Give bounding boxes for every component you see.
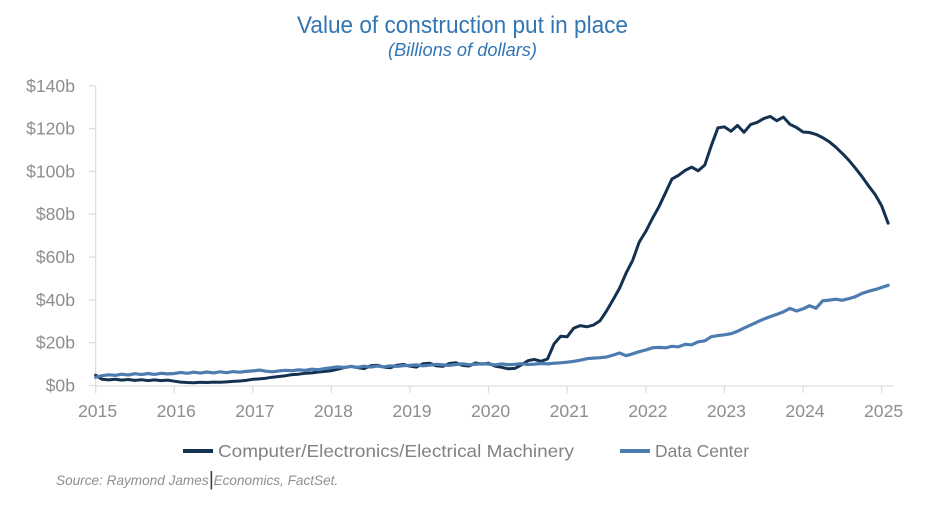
svg-text:Computer/Electronics/Electrica: Computer/Electronics/Electrical Machiner… — [218, 441, 574, 461]
svg-text:$120b: $120b — [26, 119, 75, 139]
svg-text:2024: 2024 — [785, 401, 824, 421]
svg-text:$40b: $40b — [36, 290, 75, 310]
svg-text:2018: 2018 — [314, 401, 353, 421]
svg-text:2023: 2023 — [707, 401, 746, 421]
svg-text:$60b: $60b — [36, 247, 75, 267]
svg-text:Data Center: Data Center — [655, 441, 749, 461]
svg-text:2025: 2025 — [864, 401, 903, 421]
svg-text:$0b: $0b — [46, 376, 76, 396]
svg-text:2022: 2022 — [628, 401, 667, 421]
svg-text:2019: 2019 — [392, 401, 431, 421]
svg-text:$140b: $140b — [26, 76, 75, 96]
svg-text:Source: Raymond James|Economic: Source: Raymond James|Economics, FactSet… — [56, 469, 338, 490]
svg-text:(Billions of dollars): (Billions of dollars) — [388, 40, 537, 60]
svg-text:2016: 2016 — [157, 401, 196, 421]
svg-text:$100b: $100b — [26, 161, 75, 181]
svg-text:Value of construction put in p: Value of construction put in place — [297, 12, 628, 39]
svg-text:2020: 2020 — [471, 401, 510, 421]
svg-text:$20b: $20b — [36, 333, 75, 353]
svg-text:2021: 2021 — [550, 401, 589, 421]
svg-text:2017: 2017 — [235, 401, 274, 421]
svg-text:$80b: $80b — [36, 204, 75, 224]
svg-text:2015: 2015 — [78, 401, 117, 421]
